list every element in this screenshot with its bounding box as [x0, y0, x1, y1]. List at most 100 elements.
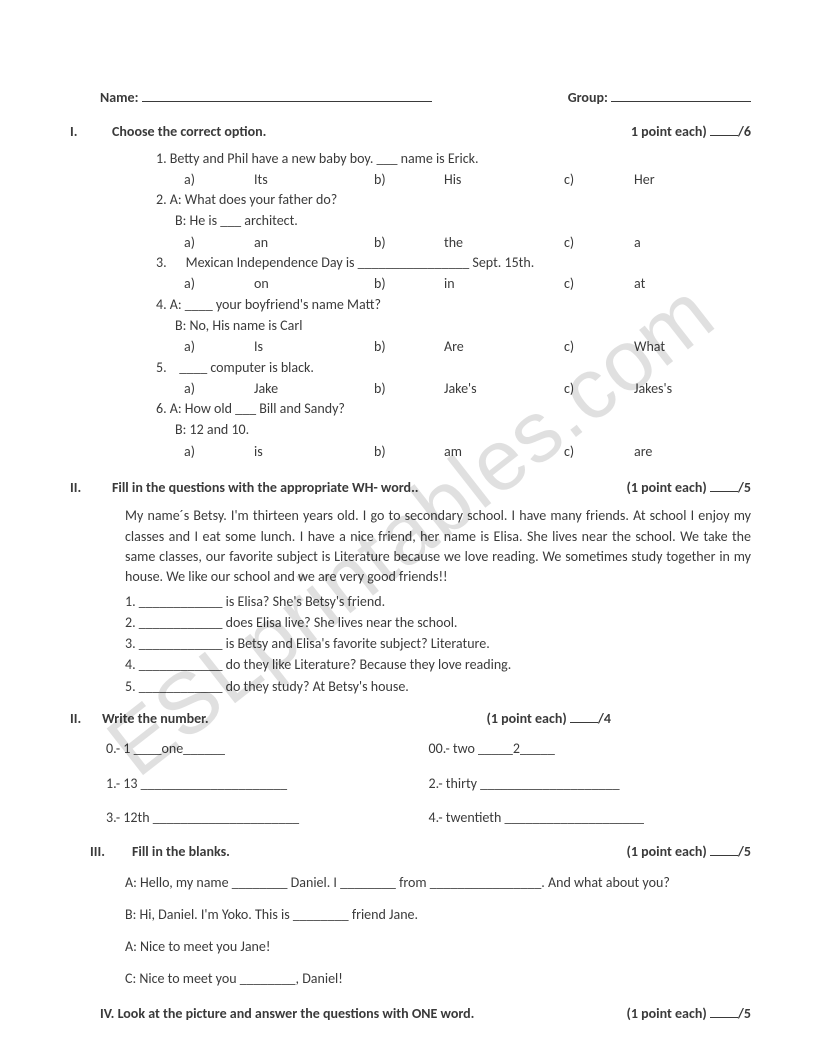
s2-f5[interactable]: 5. ____________ do they study? At Betsy'… [125, 677, 751, 697]
q6-l2: B: 12 and 10. [156, 420, 751, 440]
s3-r2b[interactable]: 4.- twentieth ____________________ [429, 808, 752, 828]
s2-score-prefix: (1 point each) [627, 479, 707, 496]
s2-f4[interactable]: 4. ____________ do they like Literature?… [125, 655, 751, 675]
q3-b[interactable]: b) [374, 274, 444, 294]
section-5-head: IV. Look at the picture and answer the q… [70, 1004, 751, 1024]
q1-cv: Her [634, 170, 655, 190]
q1-a[interactable]: a) [184, 170, 254, 190]
q2-c[interactable]: c) [564, 233, 634, 253]
section-3-head: II. Write the number. (1 point each) /4 [70, 709, 751, 729]
q4-b[interactable]: b) [374, 337, 444, 357]
q3-a[interactable]: a) [184, 274, 254, 294]
s3-score-prefix: (1 point each) [487, 710, 567, 727]
section-2-score: (1 point each) /5 [627, 478, 752, 498]
section-1-head: I. Choose the correct option. 1 point ea… [70, 122, 751, 142]
q3-av: on [254, 274, 374, 294]
name-blank[interactable] [142, 101, 432, 102]
q6-l1: 6. A: How old ___ Bill and Sandy? [156, 399, 751, 419]
section-5-title: IV. Look at the picture and answer the q… [100, 1004, 474, 1024]
section-5-score: (1 point each) /5 [627, 1004, 752, 1024]
s2-score-total: /5 [738, 479, 751, 496]
s4-l2[interactable]: B: Hi, Daniel. I'm Yoko. This is _______… [125, 905, 751, 925]
q4-l1: 4. A: ____ your boyfriend's name Matt? [156, 295, 751, 315]
q6-b[interactable]: b) [374, 442, 444, 462]
q4-options: a)Is b)Are c)What [156, 337, 751, 357]
section-3-title: Write the number. [102, 709, 487, 729]
s3-r0b: 00.- two _____2_____ [429, 739, 752, 759]
section-4-score: (1 point each) /5 [627, 842, 752, 862]
q4-a[interactable]: a) [184, 337, 254, 357]
s2-score-blank[interactable] [710, 491, 738, 492]
q6-cv: are [634, 442, 652, 462]
section-1-questions: 1. Betty and Phil have a new baby boy. _… [70, 149, 751, 462]
s4-l4[interactable]: C: Nice to meet you ________, Daniel! [125, 969, 751, 989]
s3-r2a[interactable]: 3.- 12th _____________________ [106, 808, 429, 828]
group-field: Group: [568, 88, 751, 108]
q2-cv: a [634, 233, 641, 253]
section-2-title: Fill in the questions with the appropria… [112, 478, 627, 498]
group-label: Group: [568, 89, 608, 106]
s3-score-total: /4 [598, 710, 611, 727]
q6-c[interactable]: c) [564, 442, 634, 462]
s1-score-total: /6 [738, 123, 751, 140]
s3-r1b[interactable]: 2.- thirty ____________________ [429, 774, 752, 794]
q1-bv: His [444, 170, 564, 190]
name-label: Name: [100, 89, 138, 106]
q1-options: a)Its b)His c)Her [156, 170, 751, 190]
q5-av: Jake [254, 379, 374, 399]
s3-r0a: 0.- 1 ____one______ [106, 739, 429, 759]
q1-text: 1. Betty and Phil have a new baby boy. _… [156, 149, 751, 169]
s4-l1[interactable]: A: Hello, my name ________ Daniel. I ___… [125, 873, 751, 893]
section-2-paragraph: My name´s Betsy. I'm thirteen years old.… [70, 506, 751, 587]
q3-bv: in [444, 274, 564, 294]
q2-l2: B: He is ___ architect. [156, 211, 751, 231]
header-row: Name: Group: [70, 88, 751, 108]
s2-f1[interactable]: 1. ____________ is Elisa? She's Betsy's … [125, 592, 751, 612]
s1-score-blank[interactable] [710, 135, 738, 136]
s3-score-blank[interactable] [570, 722, 598, 723]
s5-score-total: /5 [738, 1005, 751, 1022]
q1-av: Its [254, 170, 374, 190]
q2-b[interactable]: b) [374, 233, 444, 253]
section-2-roman: II. [70, 478, 112, 498]
q2-options: a)an b)the c)a [156, 233, 751, 253]
q1-b[interactable]: b) [374, 170, 444, 190]
q2-a[interactable]: a) [184, 233, 254, 253]
q4-bv: Are [444, 337, 564, 357]
s4-l3: A: Nice to meet you Jane! [125, 937, 751, 957]
q2-av: an [254, 233, 374, 253]
q1-c[interactable]: c) [564, 170, 634, 190]
q3-c[interactable]: c) [564, 274, 634, 294]
section-3-grid: 0.- 1 ____one______ 00.- two _____2_____… [70, 739, 751, 828]
q6-a[interactable]: a) [184, 442, 254, 462]
q5-cv: Jakes's [634, 379, 672, 399]
group-blank[interactable] [611, 101, 751, 102]
section-3-roman: II. [70, 709, 102, 729]
q5-text: 5. ____ computer is black. [156, 358, 751, 378]
q3-text: 3. Mexican Independence Day is _________… [156, 253, 751, 273]
q5-c[interactable]: c) [564, 379, 634, 399]
q6-bv: am [444, 442, 564, 462]
s2-f2[interactable]: 2. ____________ does Elisa live? She liv… [125, 613, 751, 633]
q4-cv: What [634, 337, 665, 357]
s4-score-blank[interactable] [710, 855, 738, 856]
section-1-title: Choose the correct option. [112, 122, 631, 142]
q5-bv: Jake's [444, 379, 564, 399]
section-4-roman: III. [90, 842, 132, 862]
q5-b[interactable]: b) [374, 379, 444, 399]
section-2-fills: 1. ____________ is Elisa? She's Betsy's … [70, 592, 751, 697]
section-1-score: 1 point each) /6 [631, 122, 751, 142]
section-3-score: (1 point each) /4 [487, 709, 612, 729]
q4-c[interactable]: c) [564, 337, 634, 357]
q3-options: a)on b)in c)at [156, 274, 751, 294]
section-1-roman: I. [70, 122, 112, 142]
section-4-head: III. Fill in the blanks. (1 point each) … [70, 842, 751, 862]
s2-f3[interactable]: 3. ____________ is Betsy and Elisa's fav… [125, 634, 751, 654]
q5-a[interactable]: a) [184, 379, 254, 399]
s5-score-blank[interactable] [710, 1017, 738, 1018]
q6-av: is [254, 442, 374, 462]
q6-options: a)is b)am c)are [156, 442, 751, 462]
s3-r1a[interactable]: 1.- 13 _____________________ [106, 774, 429, 794]
s4-score-total: /5 [738, 843, 751, 860]
section-2-head: II. Fill in the questions with the appro… [70, 478, 751, 498]
